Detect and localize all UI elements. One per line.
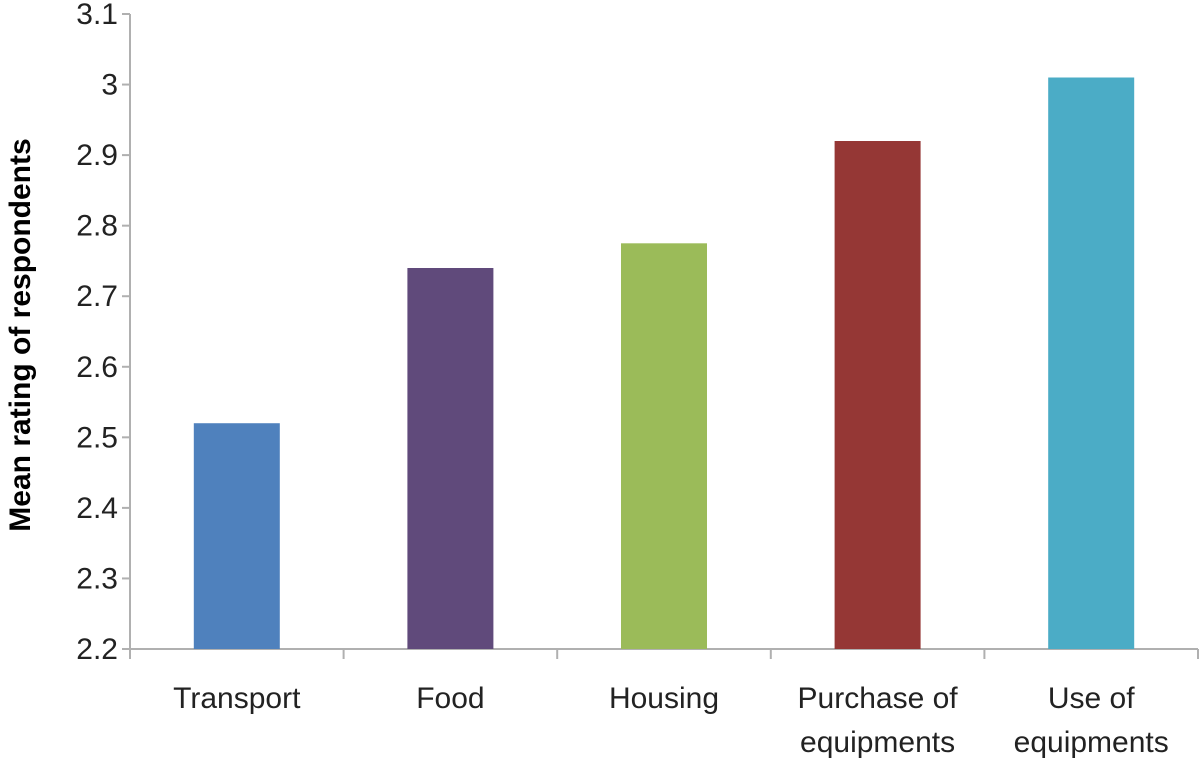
x-tick-label: Purchase of equipments (798, 682, 959, 759)
x-tick-label-line: equipments (1014, 726, 1169, 759)
x-tick-label-line: Purchase of (798, 682, 959, 715)
bar (834, 141, 921, 649)
y-tick-label: 2.4 (76, 492, 118, 525)
x-tick-label-line: Use of (1048, 682, 1135, 715)
y-tick-label: 2.6 (76, 351, 118, 384)
y-tick-label: 2.8 (76, 210, 118, 243)
x-tick-label: Use of equipments (1014, 682, 1169, 759)
bar (1048, 77, 1135, 649)
x-tick-label-line: Housing (609, 682, 719, 715)
y-tick-label: 3 (101, 69, 118, 102)
bar (621, 243, 707, 650)
y-axis: 2.2 2.3 2.4 2.5 2.6 2.7 2.8 2.9 3 3.1 (76, 0, 131, 666)
y-tick-label: 2.7 (76, 280, 118, 313)
x-tick-label: Transport (173, 682, 301, 715)
x-tick-label-line: equipments (800, 726, 955, 759)
x-tick-label: Food (416, 682, 484, 715)
x-tick-label-line: Transport (173, 682, 301, 715)
bar (407, 268, 494, 649)
category-labels: Transport Food Housing Purchase of equipment… (173, 682, 1169, 759)
x-tick-label: Housing (609, 682, 719, 715)
y-tick-label: 3.1 (76, 0, 118, 31)
bars (193, 77, 1135, 650)
y-tick-label: 2.2 (76, 633, 118, 666)
y-axis-title: Mean rating of respondents (4, 138, 37, 531)
x-axis (129, 648, 1199, 659)
y-tick-label: 2.5 (76, 421, 118, 454)
bar (193, 423, 280, 649)
y-tick-label: 2.3 (76, 562, 118, 595)
y-tick-label: 2.9 (76, 139, 118, 172)
x-tick-label-line: Food (416, 682, 484, 715)
